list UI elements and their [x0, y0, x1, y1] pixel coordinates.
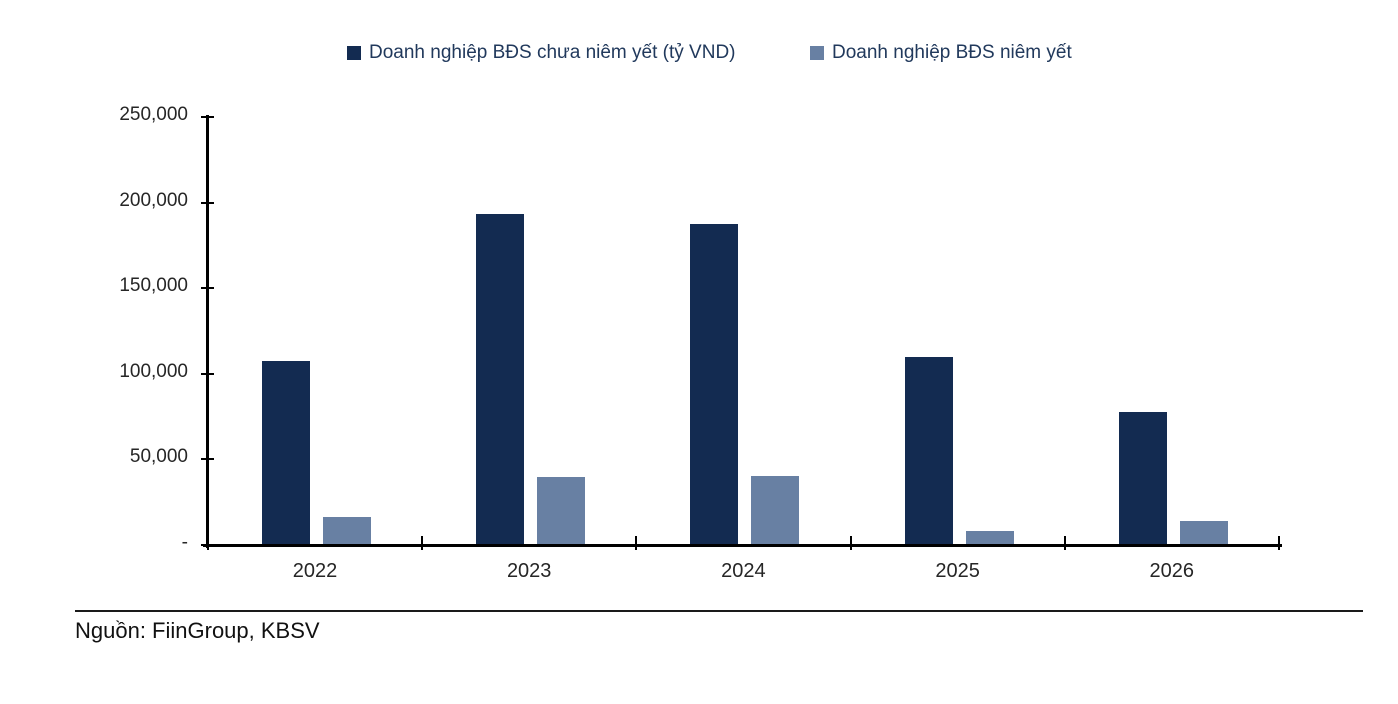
bar-listed-2024	[751, 475, 800, 544]
bar-listed-2022	[323, 516, 371, 544]
x-axis-line	[203, 544, 1282, 547]
x-tick-mark	[635, 536, 638, 550]
legend-label-listed: Doanh nghiệp BĐS niêm yết	[832, 42, 1072, 63]
x-tick-mark	[849, 536, 852, 550]
bar-unlisted-2026	[1118, 412, 1167, 544]
y-tick-mark	[201, 458, 214, 461]
y-tick-mark	[201, 116, 214, 118]
x-category-label-2025: 2025	[935, 560, 980, 582]
legend-label-unlisted: Doanh nghiệp BĐS chưa niêm yết (tỷ VND)	[369, 42, 736, 63]
y-tick-label: 50,000	[129, 446, 188, 468]
source-divider-line	[75, 610, 1363, 612]
y-tick-mark	[201, 201, 214, 204]
y-tick-label: -	[181, 532, 188, 553]
legend-swatch-unlisted-icon	[347, 46, 361, 60]
bar-unlisted-2024	[690, 223, 739, 544]
x-tick-mark	[207, 536, 209, 550]
y-tick-mark	[201, 372, 214, 375]
plot-area: 250,000 200,000 150,000 100,000 50,000 - 2022…	[119, 104, 1282, 582]
y-axis-line	[206, 115, 209, 548]
bar-listed-2025	[965, 531, 1014, 544]
y-tick-label: 250,000	[119, 104, 188, 125]
x-tick-mark	[1063, 536, 1066, 550]
x-tick-mark	[1278, 536, 1280, 550]
y-tick-mark	[201, 287, 214, 290]
x-tick-mark	[421, 536, 424, 550]
legend-swatch-listed-icon	[810, 46, 824, 60]
y-tick-label: 150,000	[119, 275, 188, 297]
x-category-label-2024: 2024	[721, 560, 766, 582]
bar-unlisted-2025	[904, 357, 953, 544]
legend-item-listed: Doanh nghiệp BĐS niêm yết	[810, 40, 1072, 66]
bar-listed-2023	[537, 477, 586, 544]
y-tick-label: 100,000	[119, 360, 188, 382]
bar-unlisted-2023	[476, 213, 525, 544]
legend-item-unlisted: Doanh nghiệp BĐS chưa niêm yết (tỷ VND)	[347, 40, 736, 66]
bar-listed-2026	[1179, 520, 1228, 544]
x-category-label-2026: 2026	[1149, 560, 1195, 582]
source-note: Nguồn: FiinGroup, KBSV	[75, 618, 320, 643]
y-tick-label: 200,000	[119, 189, 188, 211]
bar-unlisted-2022	[262, 360, 310, 544]
x-category-label-2022: 2022	[292, 560, 338, 582]
x-category-label-2023: 2023	[506, 560, 552, 582]
